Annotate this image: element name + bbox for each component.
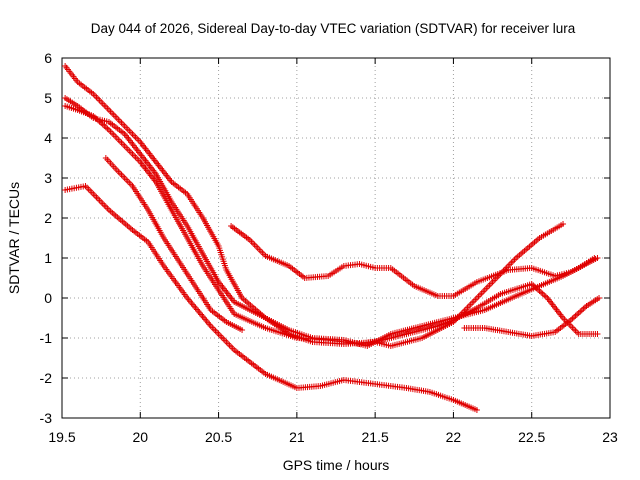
series-s4 (102, 155, 246, 333)
x-tick-label: 22 (446, 429, 462, 445)
series-s5 (62, 183, 480, 413)
x-tick-label: 20 (132, 429, 148, 445)
y-tick-label: 2 (44, 210, 52, 226)
y-tick-label: 4 (44, 130, 52, 146)
axis-ticks (61, 57, 611, 419)
data-point (596, 295, 603, 301)
series-s3 (62, 103, 601, 347)
data-point (239, 327, 246, 333)
data-point (594, 331, 601, 337)
x-tick-labels: 19.5 20 20.5 21 21.5 22 22.5 23 (48, 429, 618, 445)
y-tick-label: 1 (44, 250, 52, 266)
x-tick-label: 20.5 (205, 429, 232, 445)
y-tick-labels: -3 -2 -1 0 1 2 3 4 5 6 (40, 50, 53, 426)
y-tick-label: 3 (44, 170, 52, 186)
x-tick-label: 22.5 (518, 429, 545, 445)
series-s7 (461, 295, 603, 339)
data-point (560, 221, 567, 227)
y-tick-label: -2 (40, 370, 53, 386)
y-axis-label: SDTVAR / TECUs (6, 182, 22, 294)
plot-frame (61, 57, 611, 419)
data-marks (62, 63, 603, 413)
data-point (473, 407, 480, 413)
x-axis-label: GPS time / hours (283, 457, 390, 473)
x-tick-label: 23 (602, 429, 618, 445)
y-tick-label: 5 (44, 90, 52, 106)
y-tick-label: -1 (40, 330, 53, 346)
x-tick-label: 21 (289, 429, 305, 445)
grid-lines (62, 58, 610, 418)
y-tick-label: 0 (44, 290, 52, 306)
y-tick-label: 6 (44, 50, 52, 66)
series-s6 (228, 223, 601, 299)
y-tick-label: -3 (40, 410, 53, 426)
x-tick-label: 19.5 (48, 429, 75, 445)
chart-title: Day 044 of 2026, Sidereal Day-to-day VTE… (91, 21, 576, 36)
data-point (594, 255, 601, 261)
x-tick-label: 21.5 (362, 429, 389, 445)
